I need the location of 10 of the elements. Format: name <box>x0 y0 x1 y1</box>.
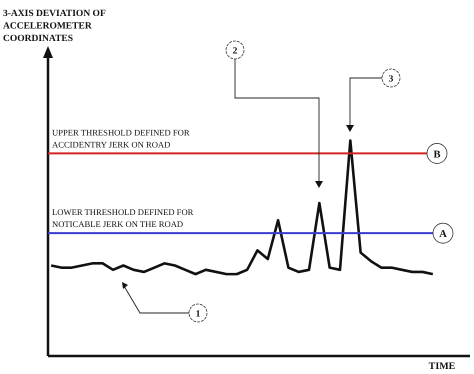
numbered-callout: 3 <box>346 68 400 132</box>
numbered-callout: 2 <box>226 40 323 188</box>
annotation: LOWER THRESHOLD DEFINED FOR NOTICABLE JERK ON THE ROAD <box>52 207 194 230</box>
ref-line-label: B <box>433 149 441 160</box>
numbered-callout: 1 <box>122 282 208 322</box>
annotation: 1 <box>196 310 201 320</box>
text: 3-AXIS DEVIATION OF ACCELEROMETER COORDINATES <box>3 9 106 44</box>
x-axis-title: TIME <box>428 361 456 372</box>
annotation: UPPER THRESHOLD DEFINED FOR ACCIDENTRY JERK ON ROAD <box>52 127 190 150</box>
ref-line-label: A <box>439 229 448 240</box>
